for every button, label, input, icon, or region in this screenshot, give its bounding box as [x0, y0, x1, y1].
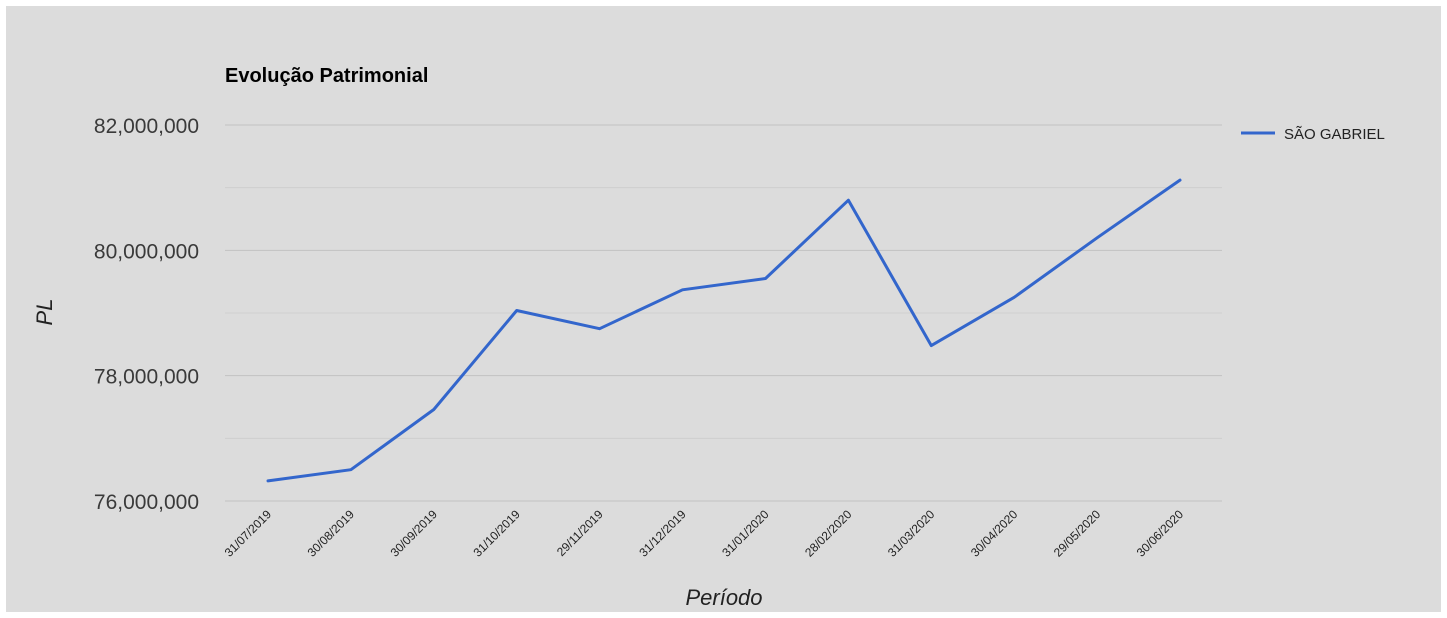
x-tick-label: 31/12/2019	[636, 507, 689, 560]
x-tick-label: 30/09/2019	[388, 507, 441, 560]
y-tick-label: 82,000,000	[94, 115, 199, 138]
x-tick-label: 31/01/2020	[719, 507, 772, 560]
y-axis-ticks: 76,000,000 78,000,000 80,000,000 82,000,000	[94, 115, 199, 514]
x-tick-label: 31/07/2019	[222, 507, 275, 560]
x-axis-ticks: 31/07/2019 30/08/2019 30/09/2019 31/10/2019…	[222, 507, 1187, 560]
y-tick-label: 80,000,000	[94, 240, 199, 263]
x-tick-label: 30/04/2020	[968, 507, 1021, 560]
x-tick-label: 28/02/2020	[802, 507, 855, 560]
series-lines	[266, 178, 1182, 483]
x-tick-label: 30/06/2020	[1134, 507, 1187, 560]
legend-label: SÃO GABRIEL	[1284, 126, 1385, 143]
x-tick-label: 30/08/2019	[305, 507, 358, 560]
gridlines	[225, 124, 1222, 502]
chart-frame	[6, 6, 1441, 612]
y-tick-label: 78,000,000	[94, 366, 199, 389]
x-tick-label: 31/03/2020	[885, 507, 938, 560]
x-tick-label: 29/05/2020	[1051, 507, 1104, 560]
x-axis-title: Período	[685, 585, 762, 610]
legend: SÃO GABRIEL	[1241, 126, 1385, 143]
y-axis-title: PL	[32, 299, 57, 326]
series-line	[266, 178, 1182, 483]
y-tick-label: 76,000,000	[94, 491, 199, 514]
chart-title: Evolução Patrimonial	[225, 65, 428, 87]
x-tick-label: 31/10/2019	[470, 507, 523, 560]
x-tick-label: 29/11/2019	[554, 507, 606, 559]
